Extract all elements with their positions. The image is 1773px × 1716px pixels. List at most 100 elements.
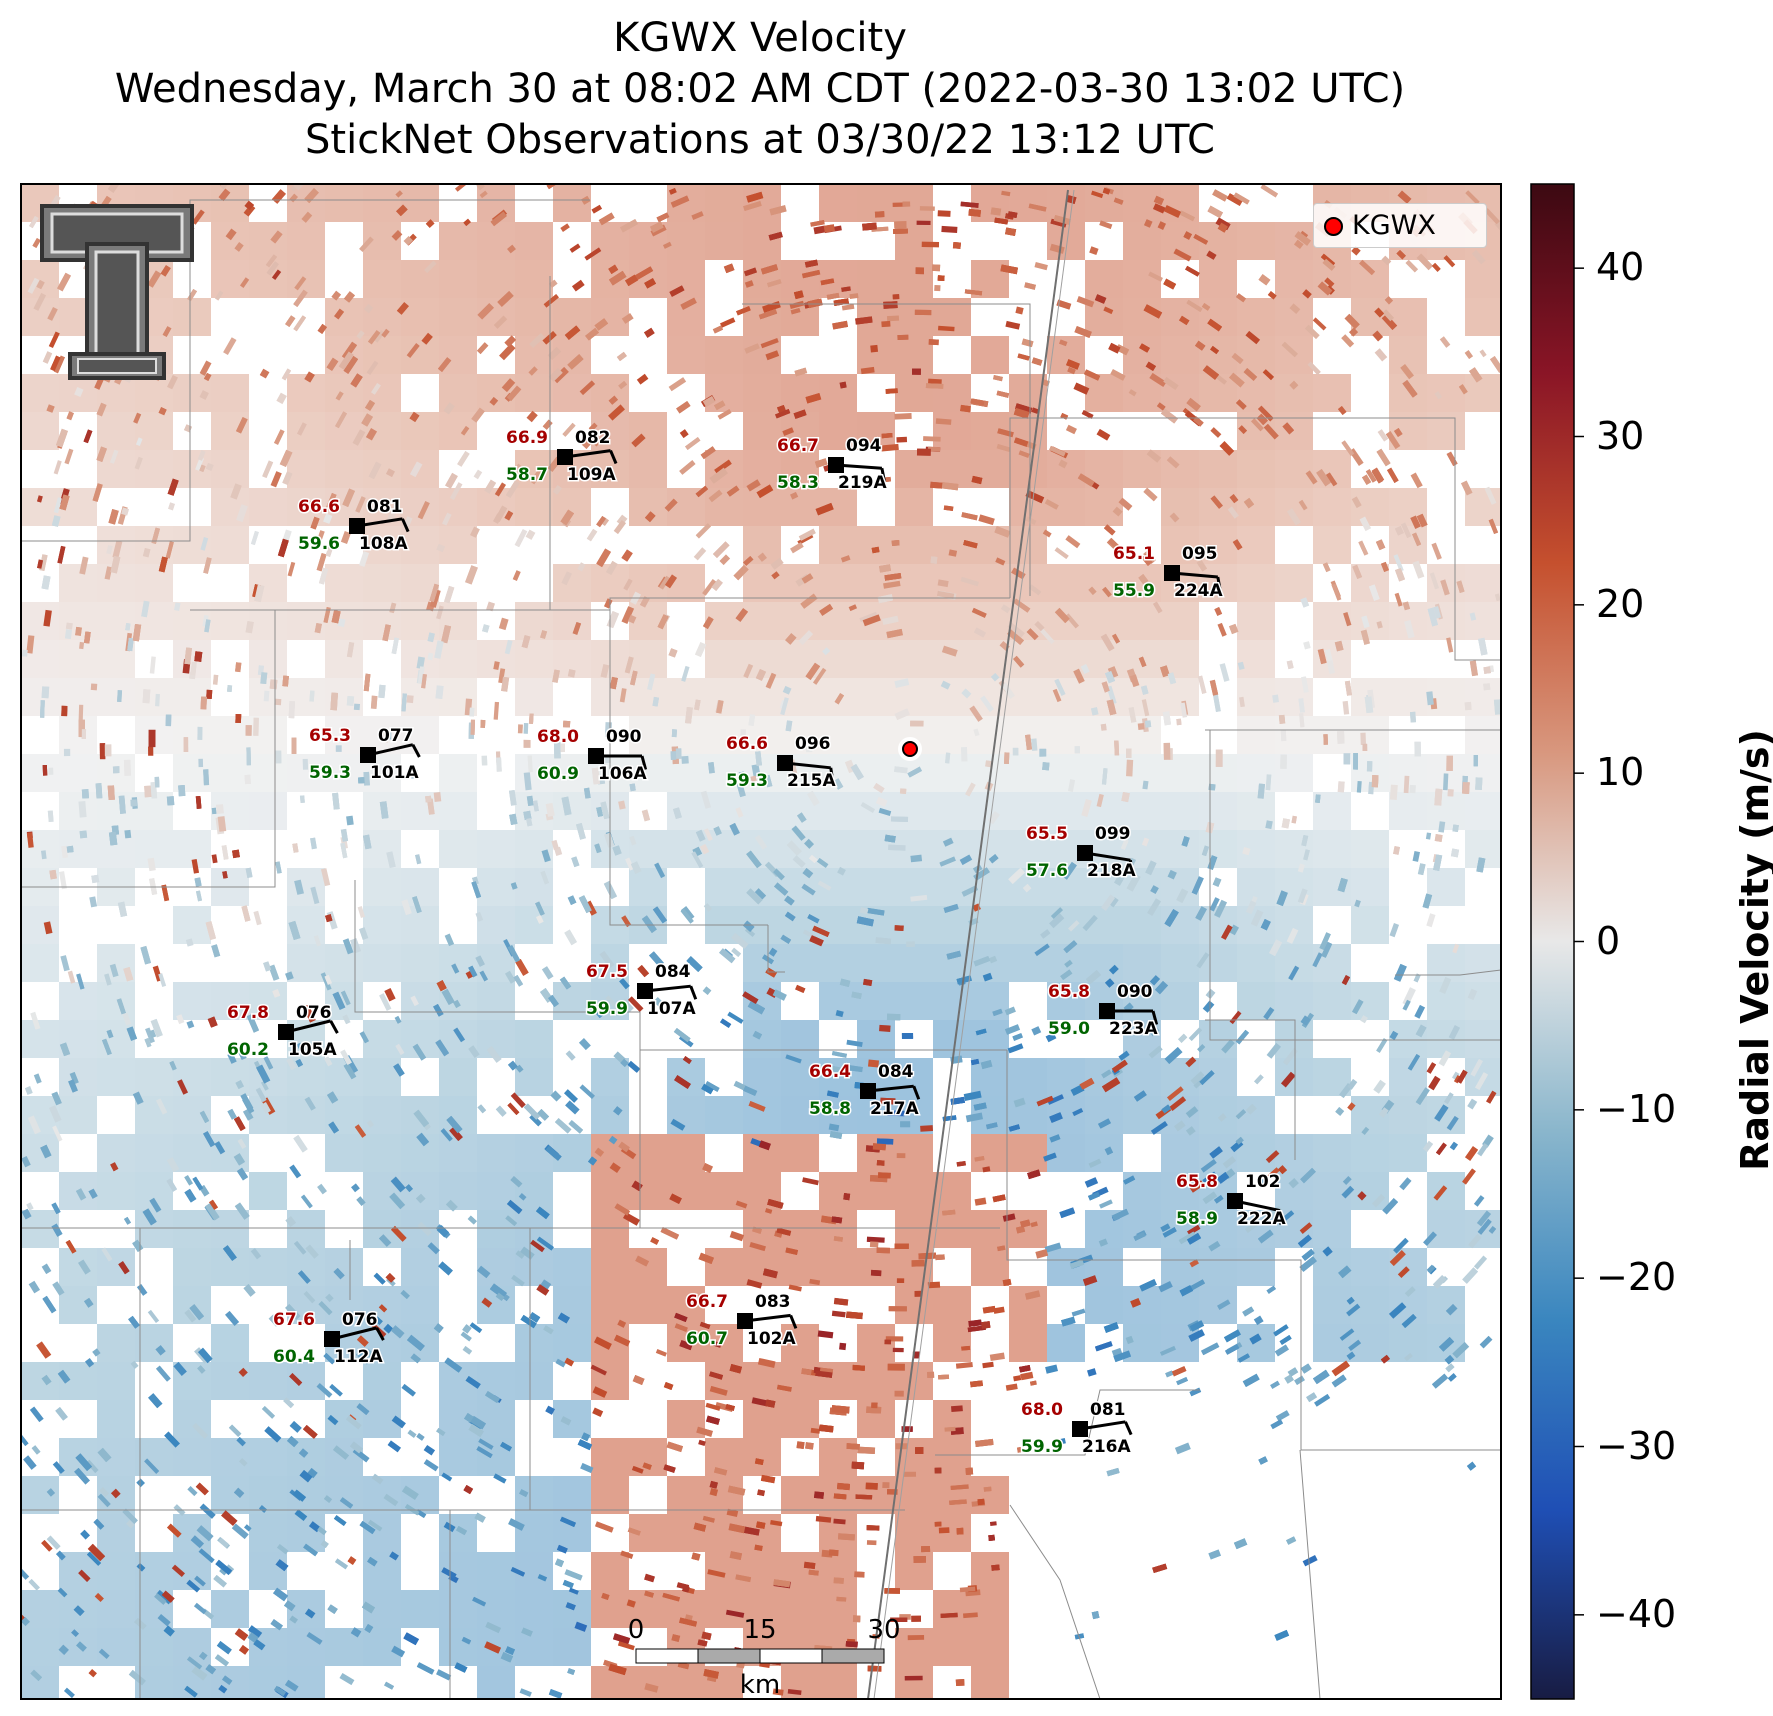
station-dewpoint: 59.9	[586, 999, 628, 1019]
station-109A: 66.9 082 58.7 109A	[505, 427, 618, 487]
county-line	[609, 598, 768, 926]
station-id: 217A	[870, 1099, 919, 1119]
station-wind-direction: 084	[878, 1062, 914, 1082]
colorbar-tick-label: −30	[1596, 1423, 1677, 1468]
chart-subtitle-observations: StickNet Observations at 03/30/22 13:12 …	[305, 117, 1215, 163]
station-temperature: 68.0	[1021, 1400, 1063, 1420]
station-id: 105A	[288, 1040, 337, 1060]
station-wind-direction: 081	[367, 497, 403, 517]
chart-title: KGWX Velocity	[613, 15, 907, 61]
station-id: 102A	[747, 1329, 796, 1349]
county-line	[1299, 1449, 1321, 1699]
county-line	[935, 1389, 1200, 1456]
station-wind-direction: 081	[1090, 1400, 1126, 1420]
station-dewpoint: 58.3	[777, 473, 819, 493]
station-id: 106A	[598, 764, 647, 784]
station-dewpoint: 58.7	[506, 465, 548, 485]
legend: KGWX	[1313, 203, 1487, 248]
station-marker	[860, 1083, 876, 1099]
station-temperature: 66.6	[298, 497, 340, 517]
colorbar-tick-label: 30	[1596, 413, 1645, 458]
station-temperature: 66.7	[777, 436, 819, 456]
scale-unit: km	[740, 1670, 780, 1700]
station-temperature: 65.3	[309, 726, 351, 746]
velocity-bins	[21, 184, 1501, 1699]
station-wind-direction: 099	[1095, 824, 1131, 844]
station-marker	[1077, 845, 1093, 861]
station-dewpoint: 59.6	[298, 534, 340, 554]
station-wind-direction: 076	[296, 1003, 332, 1023]
county-line	[1009, 417, 1501, 661]
station-dewpoint: 58.8	[809, 1099, 851, 1119]
station-marker	[737, 1313, 753, 1329]
wind-barb-flag	[880, 467, 887, 483]
station-temperature: 65.1	[1113, 544, 1155, 564]
station-marker	[278, 1024, 294, 1040]
wind-barb-flag	[329, 1020, 339, 1034]
station-marker	[1099, 1003, 1115, 1019]
station-wind-direction: 096	[795, 734, 831, 754]
station-217A: 66.4 084 58.8 217A	[808, 1061, 921, 1121]
station-218A: 65.5 099 57.6 218A	[1025, 823, 1138, 883]
county-line	[1009, 1504, 1101, 1699]
station-dewpoint: 59.9	[1021, 1437, 1063, 1457]
county-line	[1006, 1050, 1501, 1451]
station-marker	[777, 755, 793, 771]
station-dewpoint: 60.9	[537, 764, 579, 784]
colorbar-tick-label: 0	[1596, 918, 1621, 963]
colorbar-label: Radial Velocity (m/s)	[1733, 729, 1773, 1171]
station-105A: 67.8 076 60.2 105A	[226, 1002, 339, 1062]
station-dewpoint: 55.9	[1113, 581, 1155, 601]
station-224A: 65.1 095 55.9 224A	[1112, 543, 1225, 603]
station-marker	[588, 748, 604, 764]
county-line	[767, 925, 785, 973]
station-wind-direction: 090	[1117, 982, 1153, 1002]
legend-label: KGWX	[1352, 210, 1436, 241]
station-wind-direction: 084	[655, 962, 691, 982]
station-marker	[557, 449, 573, 465]
station-112A: 67.6 076 60.4 112A	[272, 1309, 385, 1369]
station-id: 109A	[567, 465, 616, 485]
station-temperature: 66.9	[506, 428, 548, 448]
station-wind-direction: 095	[1182, 544, 1218, 564]
station-dewpoint: 59.3	[309, 763, 351, 783]
state-border-shadow	[873, 189, 1075, 1699]
station-wind-direction: 076	[342, 1310, 378, 1330]
station-dewpoint: 59.3	[726, 771, 768, 791]
stations-layer: 66.9 082 58.7 109A 66.7 094 58.3 219A 66.6 081 59.…	[226, 427, 1288, 1459]
station-id: 223A	[1109, 1019, 1158, 1039]
station-102A: 66.7 083 60.7 102A	[685, 1291, 798, 1351]
scale-bar: 0 15 30 km	[628, 1615, 901, 1700]
station-id: 219A	[838, 473, 887, 493]
wind-barb-flag	[401, 518, 410, 533]
wind-barb-flag	[789, 1314, 798, 1329]
station-marker	[1227, 1193, 1243, 1209]
wind-barb-flag	[375, 1327, 385, 1341]
map-frame	[20, 183, 1502, 1700]
colorbar-gradient	[1530, 183, 1575, 1700]
colorbar-tick-label: −20	[1596, 1255, 1677, 1300]
colorbar-tick-label: 10	[1596, 750, 1645, 795]
wind-barb-flag	[912, 1085, 921, 1100]
station-temperature: 68.0	[537, 727, 579, 747]
colorbar-tick-label: −10	[1596, 1086, 1677, 1131]
station-dewpoint: 57.6	[1026, 861, 1068, 881]
station-id: 112A	[334, 1347, 383, 1367]
station-temperature: 67.8	[227, 1003, 269, 1023]
colorbar-tick-label: 20	[1596, 581, 1645, 626]
station-dewpoint: 60.4	[273, 1347, 315, 1367]
wind-barb-flag	[411, 743, 421, 758]
colorbar	[1530, 183, 1584, 1700]
county-line	[1209, 730, 1501, 1041]
wind-barb-flag	[609, 450, 618, 465]
station-id: 218A	[1087, 861, 1136, 881]
station-wind-direction: 094	[846, 436, 882, 456]
station-222A: 65.8 102 58.9 222A	[1175, 1171, 1288, 1231]
station-wind-direction: 082	[575, 428, 611, 448]
station-marker	[1164, 565, 1180, 581]
map-area: 66.9 082 58.7 109A 66.7 094 58.3 219A 66.6 081 59.…	[21, 184, 1501, 1700]
station-dewpoint: 60.7	[686, 1329, 728, 1349]
station-215A: 66.6 096 59.3 215A	[725, 733, 838, 793]
legend-radar-marker	[1324, 217, 1343, 236]
